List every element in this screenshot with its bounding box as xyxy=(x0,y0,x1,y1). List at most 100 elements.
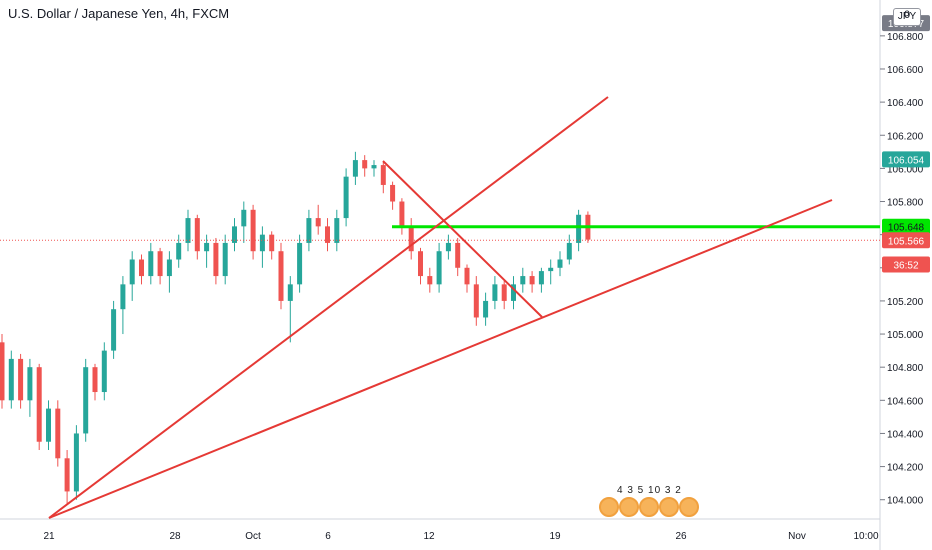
currency-selector[interactable]: JPY xyxy=(893,8,921,26)
price-label: 105.566 xyxy=(888,236,925,247)
candle-body xyxy=(73,433,79,492)
candle-body xyxy=(8,358,14,401)
x-tick-label: Nov xyxy=(788,531,806,542)
y-tick-label: 106.000 xyxy=(887,164,924,175)
axis-corner-label: 0 xyxy=(904,9,911,21)
y-tick-label: 106.800 xyxy=(887,32,924,43)
x-tick-label: 19 xyxy=(549,531,561,542)
candle-body xyxy=(27,367,33,401)
candle-body xyxy=(436,251,442,285)
candle-body xyxy=(148,251,154,277)
y-tick-label: 106.600 xyxy=(887,65,924,76)
candle-body xyxy=(129,259,135,285)
price-label-bg xyxy=(882,232,930,249)
candle-body xyxy=(194,218,200,252)
candle-body xyxy=(464,267,470,285)
candle-body xyxy=(399,201,405,227)
candle-body xyxy=(46,408,51,442)
events-badges[interactable]: 4 3 5 10 3 2 xyxy=(597,485,703,519)
y-tick-label: 104.400 xyxy=(887,429,924,440)
candle-body xyxy=(371,165,377,169)
time-axis[interactable]: 21 28 Oct 6 12 19 26 Nov 10:00 xyxy=(43,531,879,542)
y-tick-label: 106.400 xyxy=(887,98,924,109)
candle-body xyxy=(222,242,228,277)
candle-body xyxy=(55,408,61,459)
candle-body xyxy=(101,350,107,393)
price-label-bg xyxy=(882,151,930,168)
y-tick-label: 104.800 xyxy=(887,363,924,374)
candle-body xyxy=(557,259,563,268)
candle-body xyxy=(520,276,526,285)
y-tick-label: 105.000 xyxy=(887,330,924,341)
y-tick-label: 104.000 xyxy=(887,496,924,507)
trendline-steep-rising xyxy=(48,96,609,519)
candle-body xyxy=(204,242,210,252)
y-tick-label: 104.200 xyxy=(887,463,924,474)
candle-body xyxy=(259,234,265,252)
candle-body xyxy=(83,367,89,434)
candle-body xyxy=(232,226,237,243)
candle-body xyxy=(92,367,98,393)
candle-body xyxy=(185,218,191,243)
candle-body xyxy=(166,259,172,277)
candle-body xyxy=(278,251,284,301)
candle-body xyxy=(473,284,479,318)
badge-icon-4[interactable] xyxy=(659,497,679,517)
x-tick-label: 28 xyxy=(169,531,181,542)
candle-body xyxy=(362,160,368,169)
candle-body xyxy=(566,242,572,260)
candle-body xyxy=(139,259,144,277)
candle-body xyxy=(315,218,321,227)
badge-counts: 4 3 5 10 3 2 xyxy=(617,485,682,496)
candle-body xyxy=(427,276,433,285)
y-tick-label: 104.600 xyxy=(887,396,924,407)
candle-body xyxy=(343,176,349,219)
candle-body xyxy=(306,218,312,243)
trendline-support-rising xyxy=(48,199,833,519)
price-label: 106.054 xyxy=(888,155,925,166)
candle-body xyxy=(408,226,414,252)
price-label: 36:52 xyxy=(893,260,918,271)
candle-body xyxy=(492,284,498,301)
candle-body xyxy=(250,209,256,252)
candle-body xyxy=(36,367,42,442)
badge-icon-5[interactable] xyxy=(679,497,699,517)
candle-body xyxy=(576,214,582,243)
badge-icon-3[interactable] xyxy=(639,497,659,517)
price-label-bg xyxy=(882,218,930,235)
candle-body xyxy=(241,209,247,227)
candle-body xyxy=(538,271,544,285)
x-tick-label: Oct xyxy=(245,531,261,542)
candle-body xyxy=(445,242,451,252)
candle-body xyxy=(111,309,117,351)
price-label-bg xyxy=(882,256,930,273)
drawing-layer xyxy=(0,96,880,519)
candle-body xyxy=(287,284,293,301)
y-tick-label: 106.200 xyxy=(887,131,924,142)
candle-body xyxy=(269,234,275,252)
candle-body xyxy=(213,242,219,277)
trendline-descending xyxy=(382,160,543,318)
candle-body xyxy=(483,300,489,318)
candle-body xyxy=(157,251,163,277)
x-tick-label: 26 xyxy=(675,531,687,542)
x-tick-label: 12 xyxy=(423,531,435,542)
price-label: 105.648 xyxy=(888,223,925,234)
candle-body xyxy=(418,251,423,277)
candle-body xyxy=(297,242,303,285)
candle-body xyxy=(511,284,516,301)
candle-layer xyxy=(0,151,591,505)
badge-icon-2[interactable] xyxy=(619,497,639,517)
y-tick-label: 105.200 xyxy=(887,297,924,308)
y-tick-label: 105.800 xyxy=(887,198,924,209)
candle-body xyxy=(380,165,386,185)
candle-body xyxy=(529,276,535,285)
candle-body xyxy=(455,242,461,268)
candle-body xyxy=(334,218,340,243)
candle-body xyxy=(501,284,507,301)
chart-title: U.S. Dollar / Japanese Yen, 4h, FXCM xyxy=(8,6,230,21)
candle-body xyxy=(64,458,70,492)
candle-body xyxy=(548,267,554,272)
badge-icon-1[interactable] xyxy=(599,497,619,517)
